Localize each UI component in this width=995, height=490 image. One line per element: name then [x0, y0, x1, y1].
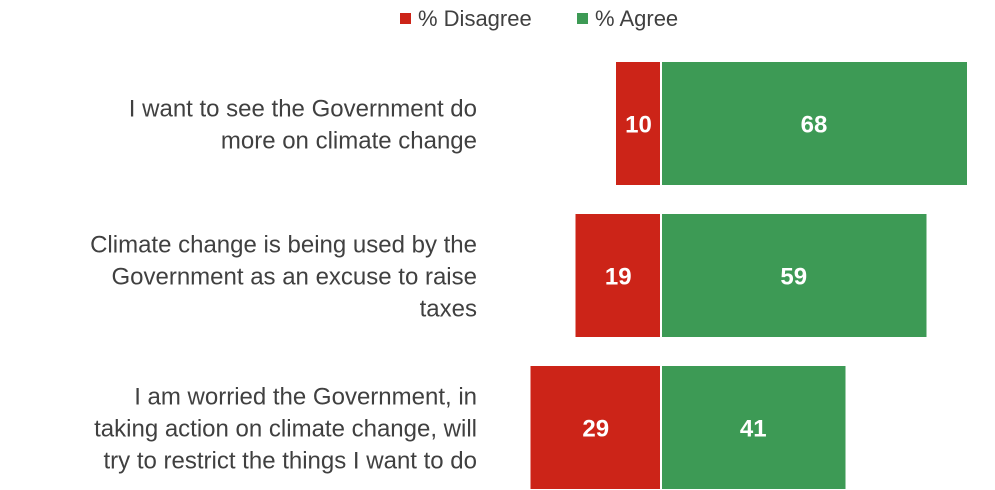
- legend-label-disagree: % Disagree: [418, 6, 532, 31]
- category-label-line: I am worried the Government, in: [134, 384, 477, 411]
- value-labels: 10 68 19 59 29 41: [582, 112, 827, 443]
- bar-agree: [662, 214, 927, 337]
- data-label-disagree: 19: [605, 264, 632, 291]
- data-label-disagree: 29: [582, 416, 609, 443]
- legend-label-agree: % Agree: [595, 6, 678, 31]
- data-label-agree: 59: [780, 264, 807, 291]
- category-label-line: Government as an excuse to raise: [111, 264, 477, 291]
- category-label-line: taking action on climate change, will: [94, 416, 477, 443]
- chart-legend: % Disagree % Agree: [400, 6, 678, 31]
- data-label-agree: 41: [740, 416, 767, 443]
- bar-disagree: [530, 366, 660, 489]
- bar-agree: [662, 62, 967, 185]
- data-label-agree: 68: [801, 112, 828, 139]
- legend-swatch-agree: [577, 13, 588, 24]
- bar-disagree: [575, 214, 660, 337]
- bars: [530, 62, 967, 489]
- data-label-disagree: 10: [625, 112, 652, 139]
- legend-swatch-disagree: [400, 13, 411, 24]
- category-label-line: try to restrict the things I want to do: [104, 448, 478, 475]
- category-label-line: taxes: [420, 296, 477, 323]
- bar-agree: [662, 366, 846, 489]
- category-label-line: I want to see the Government do: [129, 96, 477, 123]
- bar-disagree: [616, 62, 660, 185]
- category-label-line: Climate change is being used by the: [90, 232, 477, 259]
- category-labels: I want to see the Government do more on c…: [90, 96, 477, 475]
- category-label-line: more on climate change: [221, 128, 477, 155]
